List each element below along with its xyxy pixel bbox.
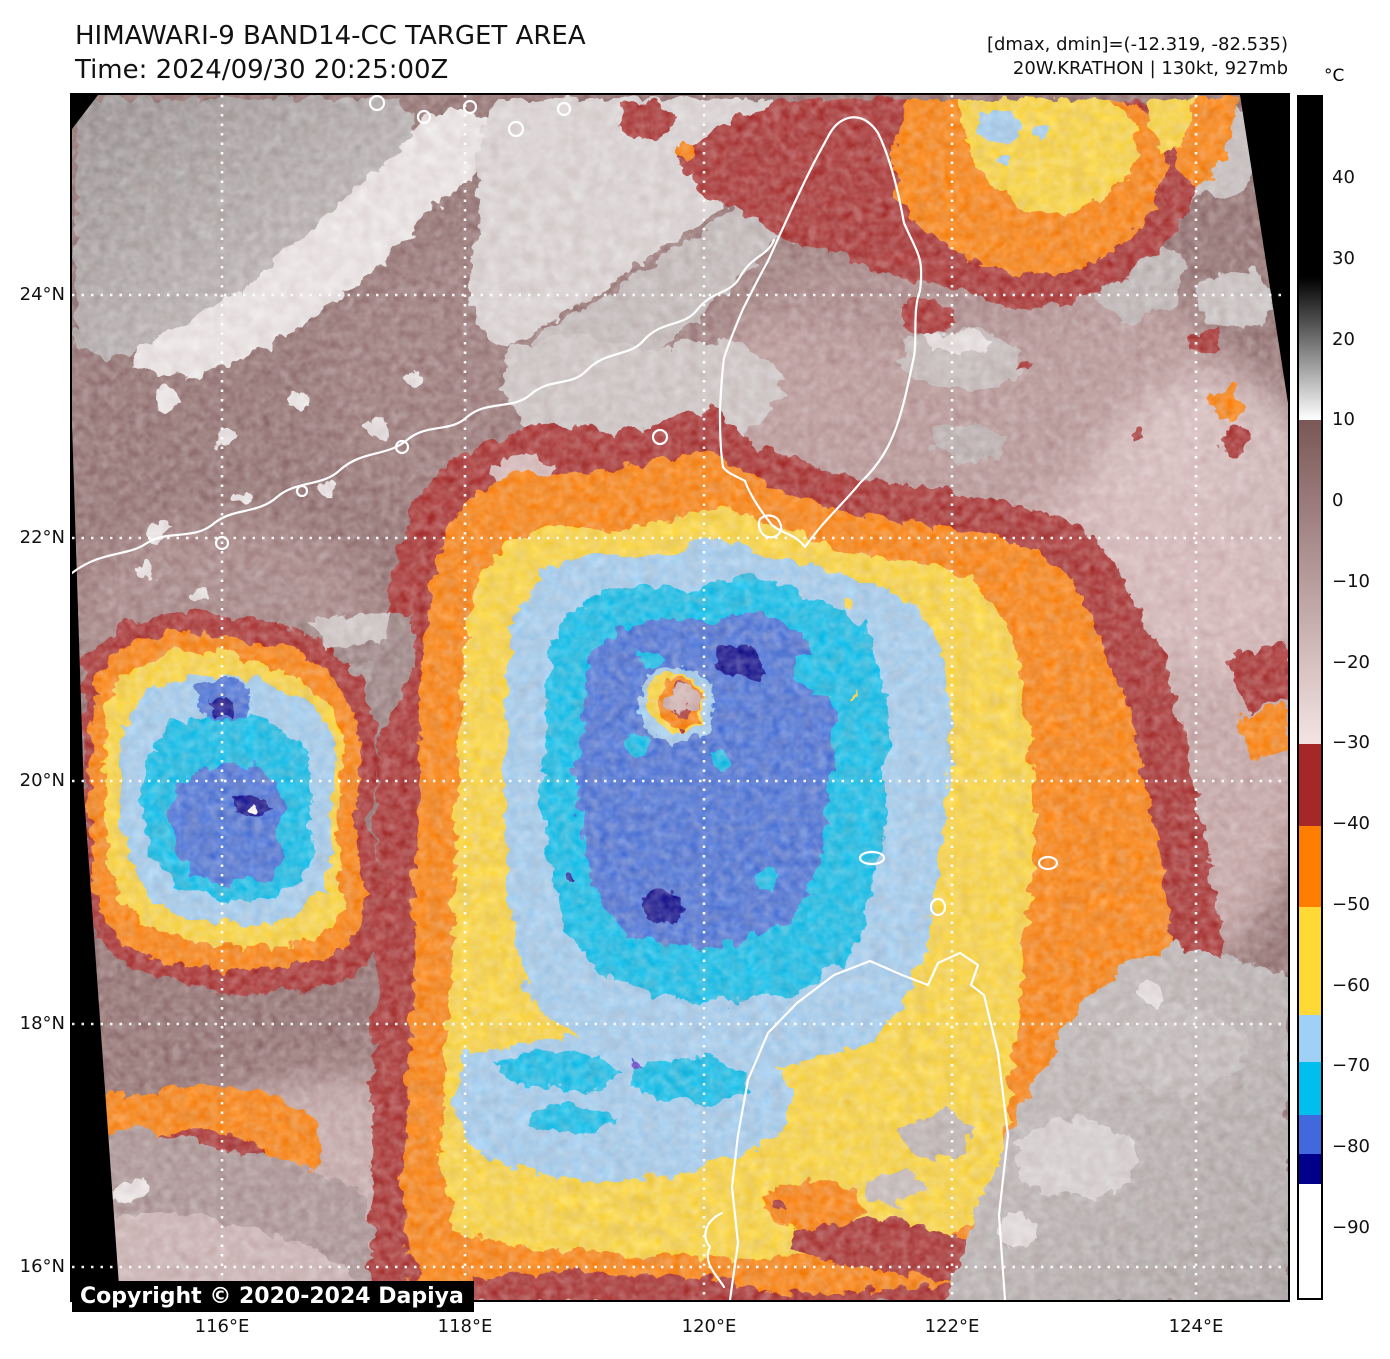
luzon-coastline: [728, 951, 1010, 1302]
island-icon: [416, 109, 432, 125]
colorbar-tick: −50: [1332, 894, 1370, 915]
dmax-dmin-annotation: [dmax, dmin]=(-12.319, -82.535): [986, 34, 1288, 55]
colorbar-unit-label: °C: [1324, 66, 1345, 86]
taiwan-coastline: [718, 116, 923, 549]
noise-texture-dark: [72, 95, 1288, 1300]
taiwan-lagoon: [757, 514, 783, 539]
colorbar-tick: −40: [1332, 813, 1370, 834]
island-icon: [929, 897, 947, 917]
colorbar-tick: 0: [1332, 490, 1344, 511]
copyright-label: Copyright © 2020-2024 Dapiya: [72, 1281, 474, 1312]
island-icon: [394, 439, 410, 455]
colorbar-tick: 40: [1332, 167, 1355, 188]
lat-tick-label: 24°N: [19, 284, 65, 305]
island-icon: [858, 850, 886, 866]
colorbar-tick: 10: [1332, 409, 1355, 430]
lon-tick-label: 122°E: [924, 1316, 980, 1337]
satellite-map: [70, 93, 1342, 1355]
island-icon: [651, 428, 669, 446]
storm-annotation: 20W.KRATHON | 130kt, 927mb: [1012, 58, 1288, 79]
colorbar-tick: −70: [1332, 1055, 1370, 1076]
island-icon: [214, 535, 230, 551]
colorbar-tick: −10: [1332, 571, 1370, 592]
luzon-gulf: [704, 1211, 726, 1289]
page-title: HIMAWARI-9 BAND14-CC TARGET AREA: [75, 21, 586, 51]
island-icon: [368, 94, 386, 112]
lon-tick-label: 124°E: [1168, 1316, 1224, 1337]
island-icon: [556, 101, 572, 117]
colorbar-tick: −30: [1332, 732, 1370, 753]
satellite-image: [70, 94, 1342, 1355]
island-icon: [1037, 855, 1059, 871]
colorbar-tick: −80: [1332, 1136, 1370, 1157]
graticule: [72, 95, 1288, 1300]
colorbar-tick: −20: [1332, 652, 1370, 673]
island-icon: [295, 484, 309, 498]
colorbar: [1297, 95, 1323, 1300]
colorbar-tick: −90: [1332, 1217, 1370, 1238]
lon-tick-label: 120°E: [681, 1316, 737, 1337]
lat-tick-label: 20°N: [19, 770, 65, 791]
island-icon: [507, 120, 525, 138]
colorbar-tick: 20: [1332, 329, 1355, 350]
colorbar-tick: 30: [1332, 248, 1355, 269]
scan-edge-wedges: [72, 95, 1288, 1300]
timestamp: Time: 2024/09/30 20:25:00Z: [75, 55, 449, 85]
lat-tick-label: 16°N: [19, 1256, 65, 1277]
colorbar-tick: −60: [1332, 975, 1370, 996]
lon-tick-label: 116°E: [194, 1316, 250, 1337]
lat-tick-label: 18°N: [19, 1013, 65, 1034]
lat-tick-label: 22°N: [19, 527, 65, 548]
lon-tick-label: 118°E: [437, 1316, 493, 1337]
